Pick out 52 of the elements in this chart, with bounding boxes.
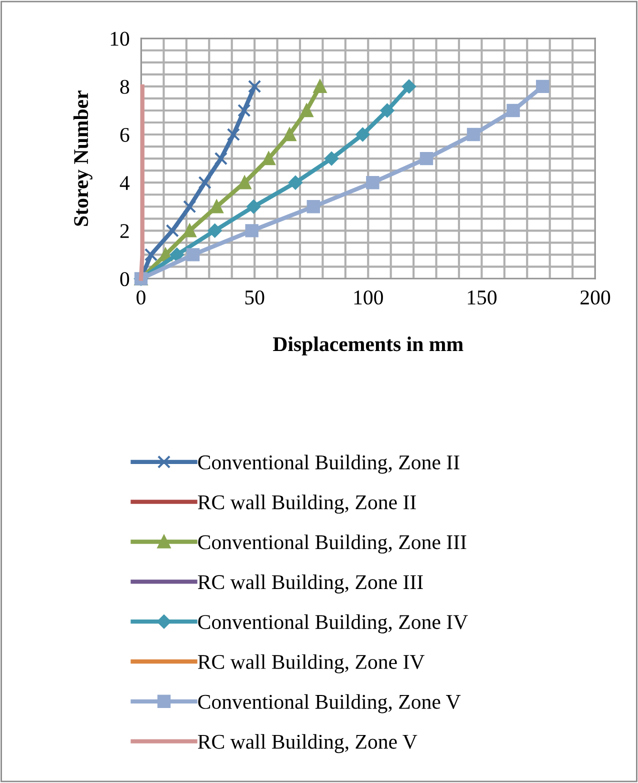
point (300, 104, 314, 118)
point (238, 176, 252, 190)
legend-label: RC wall Building, Zone IV (198, 654, 425, 674)
point (170, 248, 184, 262)
x-tick-label: 150 (468, 290, 497, 305)
point (208, 224, 222, 238)
point (506, 104, 520, 118)
x-tick-label: 100 (354, 290, 383, 305)
point (183, 200, 196, 214)
point (186, 248, 200, 262)
point (536, 80, 550, 94)
legend-label: Conventional Building, Zone V (198, 694, 461, 714)
point (288, 176, 302, 190)
point (306, 200, 320, 214)
y-tick-label: 6 (120, 128, 130, 142)
point (246, 200, 261, 214)
y-tick-label: 8 (120, 80, 130, 94)
point (380, 104, 394, 118)
legend-label: RC wall Building, Zone III (198, 574, 423, 594)
y-tick-label: 10 (110, 32, 130, 46)
point (144, 248, 158, 262)
legend-label: RC wall Building, Zone V (198, 734, 418, 754)
point (282, 128, 296, 142)
y-tick-label: 4 (120, 176, 130, 190)
y-tick-label: 2 (120, 224, 129, 238)
point (238, 104, 251, 118)
legend-label: RC wall Building, Zone II (198, 494, 416, 514)
point (226, 128, 240, 142)
point (166, 224, 179, 238)
point (324, 152, 338, 166)
x-tick-label: 200 (580, 290, 610, 305)
y-axis-title: Storey Number (73, 90, 92, 226)
point (214, 152, 228, 166)
y-tick-label: 0 (120, 272, 130, 286)
point (313, 80, 327, 94)
point (198, 176, 212, 190)
x-tick-label: 0 (136, 290, 146, 305)
point (248, 80, 262, 94)
point (262, 152, 276, 166)
point (183, 224, 196, 238)
x-tick-label: 50 (245, 290, 264, 305)
legend-label: Conventional Building, Zone IV (198, 614, 468, 634)
point (210, 200, 224, 214)
legend-label: Conventional Building, Zone III (198, 534, 466, 554)
legend-label: Conventional Building, Zone II (198, 454, 460, 474)
point (402, 80, 416, 94)
point (420, 152, 434, 166)
point (366, 176, 380, 190)
point (466, 128, 480, 142)
point (356, 128, 370, 142)
point (245, 224, 258, 238)
x-axis-title: Displacements in mm (273, 336, 464, 356)
